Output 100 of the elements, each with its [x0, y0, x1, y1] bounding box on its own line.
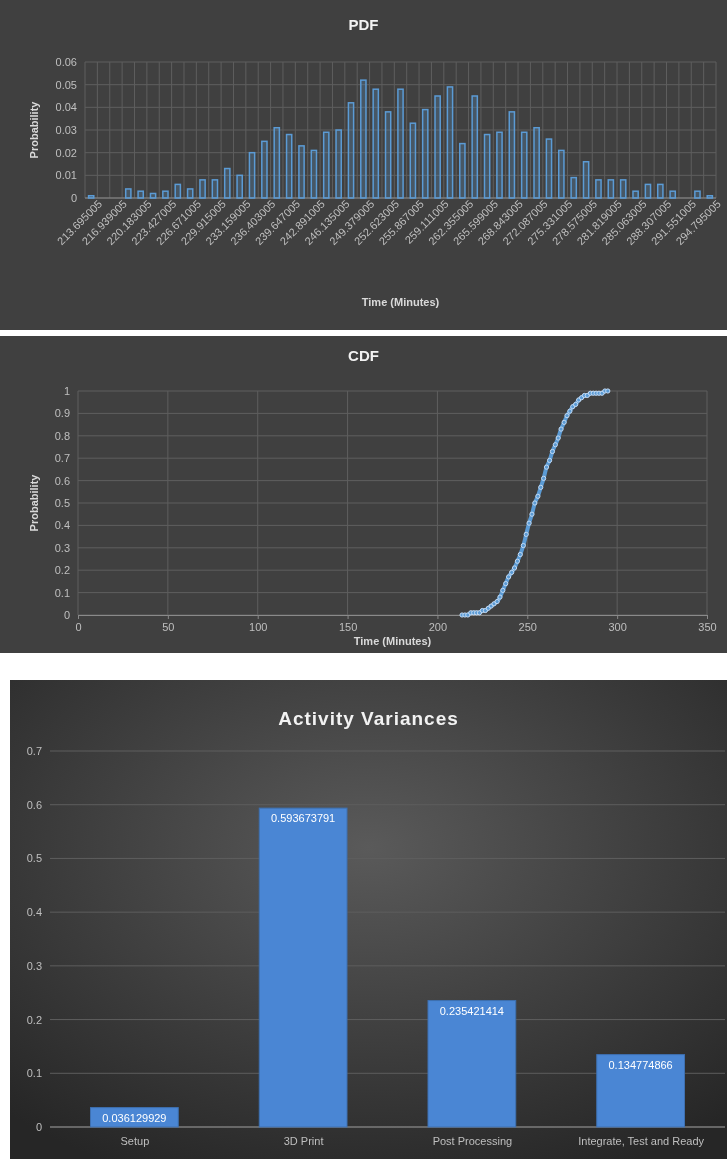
bar [669, 190, 677, 199]
bar [483, 133, 491, 199]
bar [87, 194, 95, 199]
bar [186, 188, 194, 199]
point [500, 587, 506, 593]
point [558, 426, 564, 432]
y-tick-label: 0.7 [54, 452, 70, 465]
bar [258, 807, 348, 1128]
y-tick-label: 0.8 [54, 429, 70, 442]
point [541, 475, 547, 481]
bar [347, 102, 355, 199]
bar [322, 131, 330, 199]
point [529, 511, 535, 517]
y-tick-label: 0.02 [55, 146, 77, 159]
bar [644, 183, 652, 199]
x-tick-label: Setup [120, 1134, 150, 1147]
bar [619, 179, 627, 199]
chart-title: PDF [348, 16, 379, 33]
bar [520, 131, 528, 199]
bar [533, 126, 540, 199]
y-tick-label: 0.9 [54, 407, 70, 420]
point [561, 419, 567, 425]
y-tick-label: 0.03 [55, 124, 77, 137]
y-tick-label: 0.6 [54, 474, 70, 487]
point [523, 531, 529, 537]
point [555, 435, 561, 441]
y-tick-label: 0.2 [54, 564, 70, 577]
x-tick-label: 250 [518, 620, 537, 633]
x-tick-label: 300 [608, 620, 627, 633]
bar [427, 1000, 517, 1128]
bar [372, 88, 380, 199]
bar [632, 190, 639, 199]
bar [149, 192, 157, 199]
point [517, 551, 523, 558]
point [532, 500, 538, 506]
data-label: 0.134774866 [608, 1058, 673, 1071]
bar [211, 179, 219, 199]
x-tick-label: 200 [428, 620, 448, 633]
bar [570, 176, 578, 199]
y-tick-label: 0.2 [26, 1013, 42, 1026]
y-axis-title: Probability [28, 100, 40, 159]
bar [162, 190, 169, 199]
y-tick-label: 0 [35, 1121, 42, 1134]
point [526, 520, 532, 526]
point [564, 413, 570, 419]
point [520, 542, 526, 549]
chart-title: Activity Variances [278, 708, 459, 729]
bar [384, 111, 392, 199]
bar [248, 151, 256, 199]
point [567, 408, 573, 414]
bar [261, 140, 268, 199]
x-tick-label: 350 [698, 620, 717, 633]
y-tick-label: 0.5 [54, 497, 70, 510]
y-tick-label: 0.1 [54, 586, 70, 599]
bar [471, 95, 479, 199]
x-axis-title: Time (Minutes) [361, 296, 440, 308]
y-tick-label: 0.5 [26, 852, 42, 865]
y-tick-label: 1 [63, 385, 70, 398]
point [503, 581, 509, 587]
bar [335, 129, 342, 199]
bar [273, 126, 281, 199]
bar [409, 122, 417, 199]
bar [694, 190, 701, 199]
point [535, 493, 541, 499]
point [497, 594, 503, 600]
data-label: 0.593673791 [271, 812, 336, 825]
bar [595, 179, 602, 199]
bar [298, 145, 305, 199]
x-tick-label: Post Processing [432, 1134, 513, 1147]
bar [508, 111, 516, 199]
y-tick-label: 0.4 [26, 906, 42, 919]
data-label: 0.235421414 [439, 1004, 504, 1017]
bar [137, 190, 145, 199]
point [546, 457, 553, 464]
bar [360, 79, 367, 199]
point [505, 574, 512, 580]
x-tick-label: Integrate, Test and Ready [578, 1134, 705, 1147]
x-tick-label: 3D Print [283, 1134, 324, 1147]
x-tick-label: 100 [249, 620, 268, 633]
bar [421, 108, 429, 199]
bar [124, 188, 132, 199]
point [552, 442, 558, 448]
point [509, 569, 515, 576]
bar [199, 179, 206, 199]
y-axis-title: Probability [28, 473, 40, 532]
y-tick-label: 0.04 [55, 101, 77, 114]
bar [223, 167, 231, 199]
bar [174, 183, 182, 199]
bar [446, 86, 454, 199]
bar [496, 131, 503, 199]
point [576, 397, 582, 403]
bar [236, 174, 244, 199]
y-tick-label: 0.1 [26, 1067, 42, 1080]
point [511, 565, 518, 571]
bar [434, 95, 441, 199]
x-axis-title: Time (Minutes) [353, 635, 432, 647]
bar [545, 138, 553, 199]
y-tick-label: 0.6 [26, 798, 42, 811]
y-tick-label: 0.4 [54, 519, 70, 532]
bar [582, 160, 590, 199]
